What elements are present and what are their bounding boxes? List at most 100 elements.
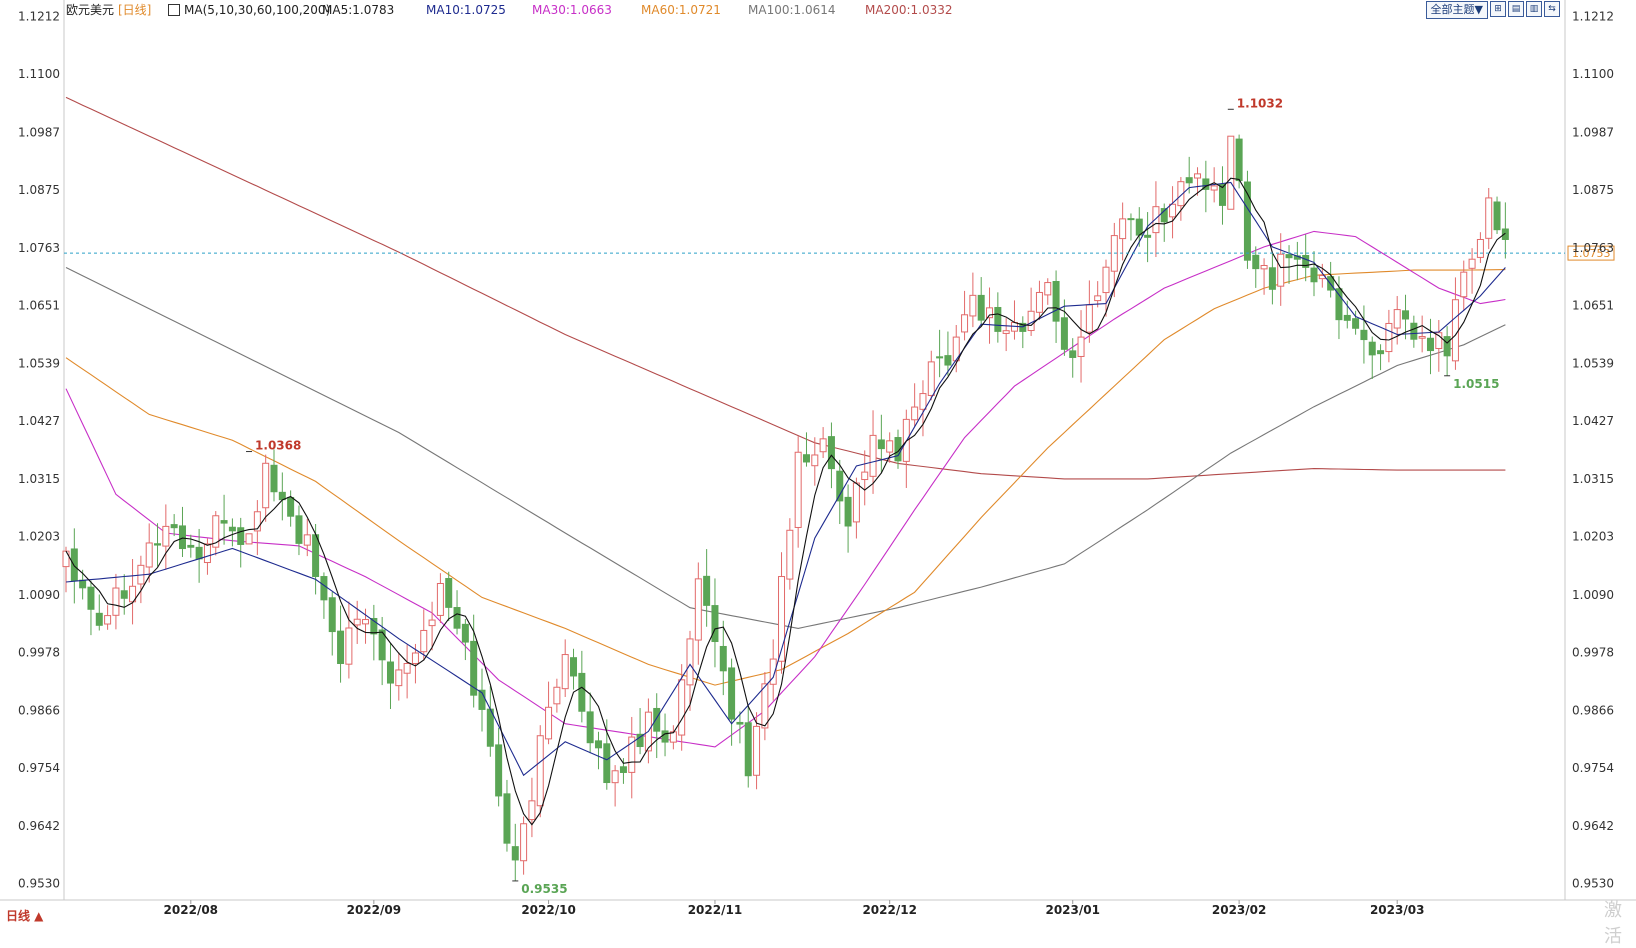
candle-body <box>653 707 661 732</box>
candle-body <box>1385 322 1393 353</box>
theme-dropdown[interactable]: 全部主题▼ <box>1425 1 1488 19</box>
candle-body <box>295 515 303 544</box>
candle-body <box>1094 295 1102 302</box>
candle-body <box>1426 337 1434 352</box>
candle-body <box>919 393 927 410</box>
candle-body <box>1069 350 1077 358</box>
candle-body <box>395 669 403 687</box>
candle-body <box>120 590 128 599</box>
candle-body <box>1060 317 1068 350</box>
candle-body <box>461 623 469 643</box>
y-tick-label-right: 1.0427 <box>1572 414 1614 428</box>
x-axis-ticks: 2022/08 2022/09 2022/10 2022/11 2022/12 2023/… <box>164 900 1424 917</box>
panel-two-icon[interactable]: ▥ <box>1526 1 1542 17</box>
candle-body <box>1019 322 1027 332</box>
y-tick-label-right: 1.0203 <box>1572 530 1614 544</box>
candle-body <box>586 711 594 744</box>
candle-body <box>719 645 727 672</box>
candle-body <box>1451 299 1459 362</box>
candle-body <box>362 619 370 625</box>
x-tick-label: 2023/02 <box>1212 903 1266 917</box>
ma200-value: MA200:1.0332 <box>865 3 953 17</box>
grid-layout-icon[interactable]: ⊞ <box>1490 1 1506 17</box>
candle-body <box>1218 183 1226 206</box>
y-tick-label-right: 0.9978 <box>1572 646 1614 660</box>
candle-body <box>386 661 394 684</box>
period-tag[interactable]: 日线 ▲ <box>6 909 44 923</box>
candle-body <box>453 607 461 629</box>
candle-body <box>1501 228 1509 240</box>
candle-body <box>628 736 636 773</box>
candle-body <box>195 546 203 560</box>
candle-body <box>154 543 162 546</box>
y-axis-ticks: 1.1212 1.1212 1.1100 1.1100 1.0987 1.0987 1.08… <box>18 9 1614 890</box>
candle-body <box>561 654 569 690</box>
y-tick-label-right: 1.1100 <box>1572 67 1614 81</box>
x-tick-label: 2022/10 <box>521 903 575 917</box>
candle-body <box>703 575 711 606</box>
candle-body <box>1476 238 1484 258</box>
last-price-label: 1.0753 <box>1572 247 1611 260</box>
candle-body <box>894 437 902 462</box>
ma-settings-icon[interactable] <box>168 4 180 16</box>
candle-body <box>112 587 120 616</box>
candle-body <box>1443 336 1451 357</box>
y-tick-label-right: 1.0651 <box>1572 299 1614 313</box>
candle-body <box>303 534 311 546</box>
candle-body <box>778 576 786 662</box>
candle-body <box>445 578 453 608</box>
candle-body <box>877 439 885 450</box>
last-price-layer: 1.0753 <box>64 245 1615 261</box>
candle-body <box>1402 310 1410 320</box>
ma100-value: MA100:1.0614 <box>748 3 836 17</box>
candle-body <box>1310 267 1318 283</box>
candle-body <box>262 462 270 509</box>
candle-body <box>1468 258 1476 269</box>
ma30-line <box>65 230 1506 748</box>
candle-body <box>1285 254 1293 259</box>
candle-body <box>328 597 336 633</box>
ma100-layer <box>65 267 1506 629</box>
candle-body <box>1002 330 1010 334</box>
extreme-label: 0.9535 <box>521 882 567 896</box>
candle-body <box>744 722 752 777</box>
candle-body <box>1202 178 1210 190</box>
candle-body <box>869 434 877 477</box>
candle-body <box>711 605 719 643</box>
y-tick-label-right: 1.0539 <box>1572 356 1614 370</box>
candle-body <box>104 615 112 625</box>
last-price-box <box>1567 245 1615 261</box>
candle-body <box>1177 181 1185 207</box>
candle-body <box>1144 234 1152 238</box>
watermark-text: 激活 <box>1604 900 1622 947</box>
panel-one-icon[interactable]: ▤ <box>1508 1 1524 17</box>
swap-icon[interactable]: ⇆ <box>1544 1 1560 17</box>
candle-body <box>253 511 261 532</box>
candle-body <box>1160 208 1168 223</box>
y-tick-label-left: 1.0987 <box>18 125 60 139</box>
candle-body <box>1227 135 1235 210</box>
ma-settings-label[interactable]: MA(5,10,30,60,100,200) <box>184 3 331 17</box>
y-tick-label-left: 1.0539 <box>18 356 60 370</box>
candle-body <box>1252 254 1260 270</box>
candle-body <box>403 663 411 674</box>
period-label[interactable]: [日线] <box>118 3 152 17</box>
candle-body <box>1185 177 1193 184</box>
candle-body <box>203 543 211 564</box>
candle-body <box>1085 304 1093 333</box>
candle-body <box>1044 282 1052 296</box>
x-tick-label: 2022/12 <box>862 903 916 917</box>
y-tick-label-right: 1.0763 <box>1572 241 1614 255</box>
candle-body <box>570 657 578 677</box>
candle-body <box>1052 281 1060 322</box>
candle-body <box>927 361 935 396</box>
candle-body <box>178 525 186 550</box>
candle-body <box>886 440 894 453</box>
candle-body <box>619 766 627 773</box>
candle-body <box>1035 291 1043 313</box>
candle-body <box>1393 309 1401 329</box>
ma30-value: MA30:1.0663 <box>532 3 612 17</box>
candle-body <box>187 544 195 548</box>
candle-body <box>345 627 353 665</box>
